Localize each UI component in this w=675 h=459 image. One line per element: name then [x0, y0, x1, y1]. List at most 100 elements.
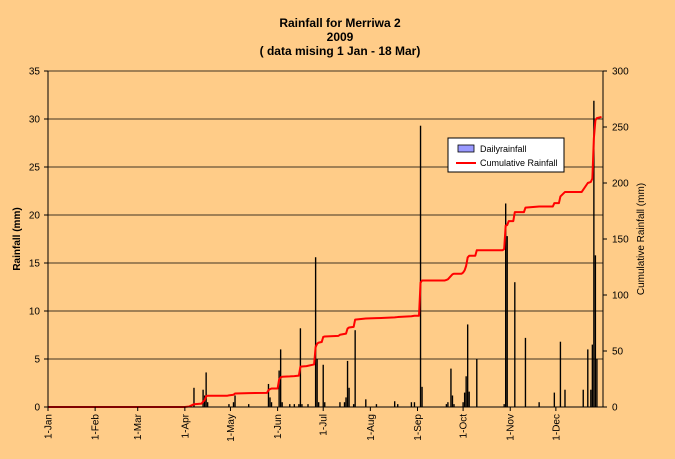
- y-axis-label: Rainfall (mm): [12, 207, 23, 270]
- daily-rainfall-bar: [354, 330, 356, 407]
- daily-rainfall-bar: [205, 372, 207, 407]
- legend-box: [447, 137, 565, 173]
- legend-label-daily: Dailyrainfall: [480, 144, 527, 154]
- daily-rainfall-bar: [365, 399, 367, 407]
- daily-rainfall-bar: [394, 401, 396, 407]
- daily-rainfall-bar: [410, 402, 413, 407]
- daily-rainfall-bar: [234, 395, 236, 407]
- x-tick-label: 1-Mar: [133, 413, 144, 440]
- x-tick-label: 1-Jun: [273, 414, 284, 439]
- x-tick-label: 1-Jan: [44, 414, 55, 439]
- daily-rainfall-bar: [524, 337, 527, 407]
- y-tick-label: 15: [29, 259, 41, 270]
- daily-rainfall-bar: [447, 402, 449, 407]
- daily-rainfall-bar: [451, 395, 454, 407]
- chart-subtitle-note: ( data mising 1 Jan - 18 Mar): [260, 44, 421, 58]
- daily-rainfall-bar: [281, 402, 283, 407]
- daily-rainfall-bar: [582, 389, 584, 407]
- daily-rainfall-bar: [298, 404, 300, 407]
- daily-rainfall-bar: [538, 402, 540, 407]
- daily-rainfall-bar: [506, 236, 508, 407]
- daily-rainfall-bar: [465, 376, 467, 407]
- x-tick-label: 1-Apr: [180, 413, 191, 438]
- daily-rainfall-bar: [421, 386, 423, 407]
- daily-rainfall-bar: [316, 359, 318, 407]
- x-tick-label: 1-Oct: [459, 414, 470, 439]
- y2-tick-label: 150: [612, 235, 629, 246]
- daily-rainfall-bar: [248, 404, 250, 407]
- y2-tick-label: 100: [612, 291, 629, 302]
- legend: Dailyrainfall Cumulative Rainfall: [447, 137, 565, 173]
- x-tick-labels: 1-Jan 1-Feb 1-Mar 1-Apr 1-May 1-Jun 1-Jul 1-Aug…: [44, 413, 563, 441]
- daily-rainfall-bar: [339, 402, 341, 407]
- daily-rainfall-bar: [278, 370, 280, 407]
- legend-swatch-daily: [457, 144, 475, 153]
- y-tick-label: 35: [29, 67, 41, 78]
- x-tick-label: 1-Nov: [506, 414, 517, 441]
- y-tick-label: 25: [29, 163, 41, 174]
- x-tick-label: 1-Aug: [366, 414, 377, 441]
- daily-rainfall-bar: [514, 282, 516, 407]
- daily-rainfall-bar: [324, 402, 326, 407]
- y-tick-label: 30: [29, 115, 41, 126]
- gridlines: [48, 70, 603, 360]
- daily-rainfall-bar: [343, 402, 346, 407]
- daily-rainfall-bar: [590, 389, 592, 407]
- daily-rainfall-bar: [462, 402, 464, 407]
- legend-label-cumulative: Cumulative Rainfall: [480, 158, 558, 168]
- daily-rainfall-bar: [202, 389, 204, 407]
- daily-rainfall-bar: [564, 389, 566, 407]
- daily-rainfall-bar: [596, 359, 598, 407]
- daily-rainfall-bar: [587, 349, 589, 407]
- daily-rainfall-bar: [193, 387, 195, 407]
- daily-rainfall-bar: [352, 404, 355, 407]
- daily-rainfall-bar: [307, 404, 309, 407]
- y2-tick-label: 250: [612, 123, 629, 134]
- daily-rainfall-bar: [348, 387, 350, 407]
- x-tick-label: 1-May: [226, 414, 237, 442]
- x-tick-label: 1-Sep: [413, 414, 424, 441]
- daily-rainfall-bar: [322, 364, 324, 407]
- daily-rainfall-bar: [270, 402, 273, 407]
- daily-rainfall-bar: [301, 404, 303, 407]
- daily-rainfall-bar: [503, 404, 505, 407]
- daily-rainfall-bar: [317, 402, 320, 407]
- daily-rainfall-bar: [346, 360, 349, 407]
- daily-rainfall-bar: [267, 383, 270, 407]
- daily-rainfall-bar: [450, 368, 452, 407]
- y-tick-label: 20: [29, 211, 41, 222]
- daily-rainfall-bar: [232, 402, 235, 407]
- daily-rainfall-bar: [413, 402, 416, 407]
- y-tick-label: 0: [34, 403, 40, 414]
- cumulative-rainfall-line: [48, 115, 602, 408]
- x-tick-label: 1-Jul: [319, 414, 330, 436]
- chart-subtitle-year: 2009: [327, 30, 354, 44]
- chart-title: Rainfall for Merriwa 2: [279, 16, 401, 30]
- daily-rainfall-bar: [463, 392, 466, 407]
- y-tick-labels: 0 5 10 15 20 25 30 35: [29, 67, 41, 414]
- daily-rainfall-bar: [505, 203, 507, 407]
- daily-rainfall-bar: [419, 125, 422, 407]
- daily-rainfall-bar: [314, 257, 317, 407]
- y2-tick-label: 0: [612, 403, 618, 414]
- daily-rainfall-bar: [375, 404, 378, 407]
- y2-axis-label: Cumulative Rainfall (mm): [636, 183, 647, 295]
- daily-rainfall-bar: [476, 359, 478, 407]
- x-tick-label: 1-Dec: [551, 414, 562, 441]
- daily-rainfall-bar: [228, 404, 230, 407]
- daily-rainfall-bar: [553, 392, 556, 407]
- axes: [44, 70, 607, 411]
- y-tick-label: 5: [34, 355, 40, 366]
- daily-rainfall-bar: [594, 255, 597, 407]
- daily-rainfall-bar: [468, 391, 470, 407]
- daily-rainfall-bar: [206, 402, 209, 407]
- y2-tick-labels: 0 50 100 150 200 250 300: [612, 67, 629, 414]
- x-tick-label: 1-Feb: [91, 414, 102, 441]
- daily-rainfall-bar: [445, 404, 448, 407]
- daily-rainfall-bar: [591, 344, 594, 407]
- cumulative-line-layer: [48, 115, 602, 408]
- daily-rainfall-bar: [559, 341, 562, 407]
- daily-rainfall-bar: [397, 404, 399, 407]
